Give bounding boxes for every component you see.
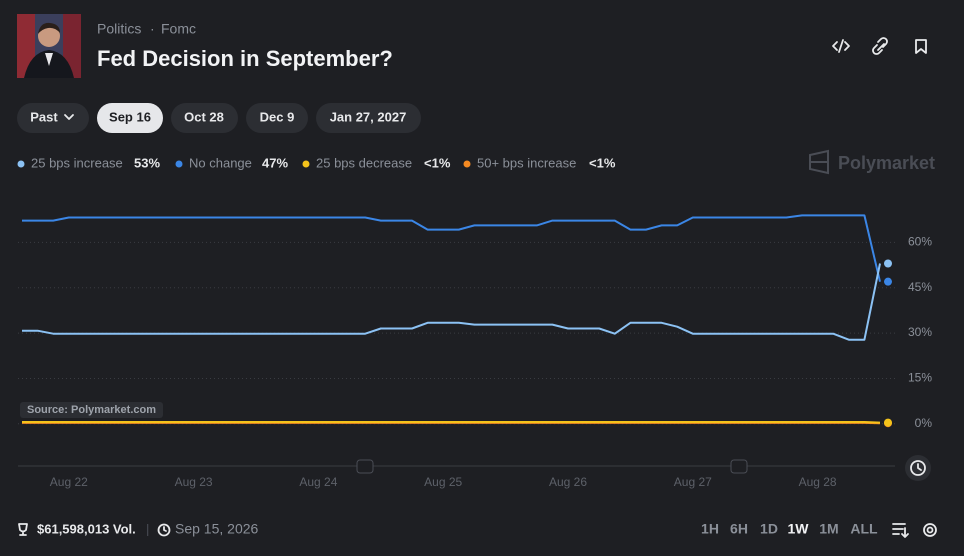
y-tick-label: 45%	[908, 280, 932, 294]
x-tick-label: Aug 23	[175, 475, 213, 489]
scroll-handle[interactable]	[356, 459, 374, 474]
tab-label[interactable]: Past	[30, 109, 58, 124]
legend-label: 25 bps increase	[31, 155, 123, 170]
y-tick-label: 15%	[908, 371, 932, 385]
range-button[interactable]: 1H	[701, 521, 719, 537]
x-tick-label: Aug 26	[549, 475, 587, 489]
legend-dot	[17, 160, 25, 168]
legend-dot	[302, 160, 310, 168]
clock-icon[interactable]	[910, 460, 926, 476]
tab-label[interactable]: Dec 9	[260, 109, 295, 124]
x-tick-label: Aug 25	[424, 475, 462, 489]
sort-icon[interactable]	[892, 523, 909, 538]
link-icon[interactable]	[872, 37, 888, 55]
x-tick-label: Aug 24	[299, 475, 337, 489]
legend-label: No change	[189, 155, 252, 170]
trophy-icon	[18, 523, 28, 536]
breadcrumb[interactable]: Fomc	[161, 21, 196, 37]
x-tick-label: Aug 28	[799, 475, 837, 489]
settings-icon[interactable]	[923, 523, 937, 537]
tab-active[interactable]: Sep 16	[97, 103, 163, 133]
tab[interactable]: Dec 9	[246, 103, 308, 133]
end-dot	[884, 418, 892, 427]
embed-icon[interactable]	[832, 39, 850, 53]
volume: $61,598,013 Vol.	[37, 521, 136, 536]
legend-dot	[463, 160, 471, 168]
range-button-active[interactable]: 1W	[788, 521, 810, 537]
range-button[interactable]: 1D	[760, 521, 778, 537]
end-date: Sep 15, 2026	[175, 521, 259, 537]
series-line	[22, 214, 881, 282]
market-image	[17, 14, 81, 78]
legend-dot	[175, 160, 183, 168]
series-line	[22, 421, 881, 424]
brand-name: Polymarket	[838, 153, 935, 173]
y-tick-label: 30%	[908, 325, 932, 339]
divider: |	[146, 521, 149, 536]
legend-label: 25 bps decrease	[316, 155, 412, 170]
market-title: Fed Decision in September?	[97, 46, 393, 71]
chart: 25 bps increase 53% No change 47% 25 bps dec…	[17, 155, 933, 489]
tab-label[interactable]: Sep 16	[109, 109, 151, 124]
separator: ·	[150, 21, 155, 37]
x-tick-label: Aug 22	[50, 475, 88, 489]
brand: Polymarket	[809, 149, 935, 175]
clock-icon	[157, 523, 171, 537]
legend-value: <1%	[424, 155, 451, 170]
range-button[interactable]: ALL	[850, 521, 878, 537]
x-tick-label: Aug 27	[674, 475, 712, 489]
end-dot	[884, 259, 892, 268]
tab[interactable]: Jan 27, 2027	[316, 103, 421, 133]
end-dot	[884, 277, 892, 286]
breadcrumb[interactable]: Politics	[97, 21, 141, 37]
tab-label[interactable]: Jan 27, 2027	[330, 109, 407, 124]
y-tick-label: 0%	[915, 416, 933, 430]
tab[interactable]: Oct 28	[171, 103, 238, 133]
annotation-bg	[20, 402, 163, 418]
tab-label[interactable]: Oct 28	[184, 109, 224, 124]
annotation: Source: Polymarket.com	[27, 404, 156, 416]
tab[interactable]: Past	[17, 103, 89, 133]
range-button[interactable]: 1M	[819, 521, 838, 537]
range-button[interactable]: 6H	[730, 521, 748, 537]
series-line	[22, 263, 881, 341]
bookmark-icon[interactable]	[915, 39, 927, 54]
y-tick-label: 60%	[908, 235, 932, 249]
legend-value: <1%	[589, 155, 616, 170]
legend-value: 53%	[134, 155, 160, 170]
scroll-handle[interactable]	[730, 459, 748, 474]
legend-label: 50+ bps increase	[477, 155, 576, 170]
legend-value: 47%	[262, 155, 288, 170]
